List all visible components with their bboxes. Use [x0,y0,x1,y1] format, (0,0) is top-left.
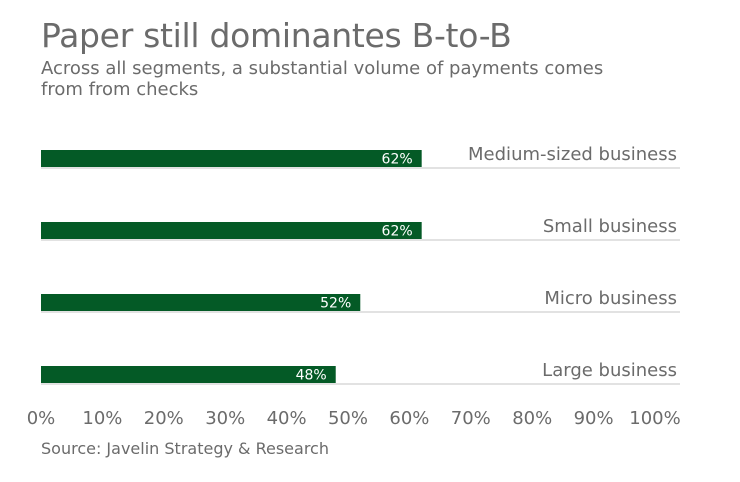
category-label: Small business [543,216,677,237]
chart-subtitle: Across all segments, a substantial volum… [41,58,604,100]
data-label: 62% [382,152,413,168]
x-tick-label: 0% [27,408,56,429]
x-tick-label: 50% [328,408,368,429]
data-label: 52% [320,296,351,312]
category-label: Micro business [544,288,677,309]
x-tick-label: 70% [451,408,491,429]
x-tick-label: 80% [512,408,552,429]
category-label: Medium-sized business [468,144,677,165]
bar [41,150,422,167]
data-label: 62% [382,224,413,240]
x-tick-label: 40% [267,408,307,429]
x-tick-label: 30% [205,408,245,429]
x-tick-label: 90% [574,408,614,429]
source-note: Source: Javelin Strategy & Research [41,439,329,458]
bar [41,366,336,383]
data-label: 48% [296,368,327,384]
x-tick-label: 20% [144,408,184,429]
bar [41,222,422,239]
bar [41,294,361,311]
x-tick-label: 100% [629,408,680,429]
category-label: Large business [542,360,677,381]
chart-title: Paper still dominantes B-to-B [41,16,512,55]
x-tick-label: 10% [82,408,122,429]
x-tick-label: 60% [389,408,429,429]
